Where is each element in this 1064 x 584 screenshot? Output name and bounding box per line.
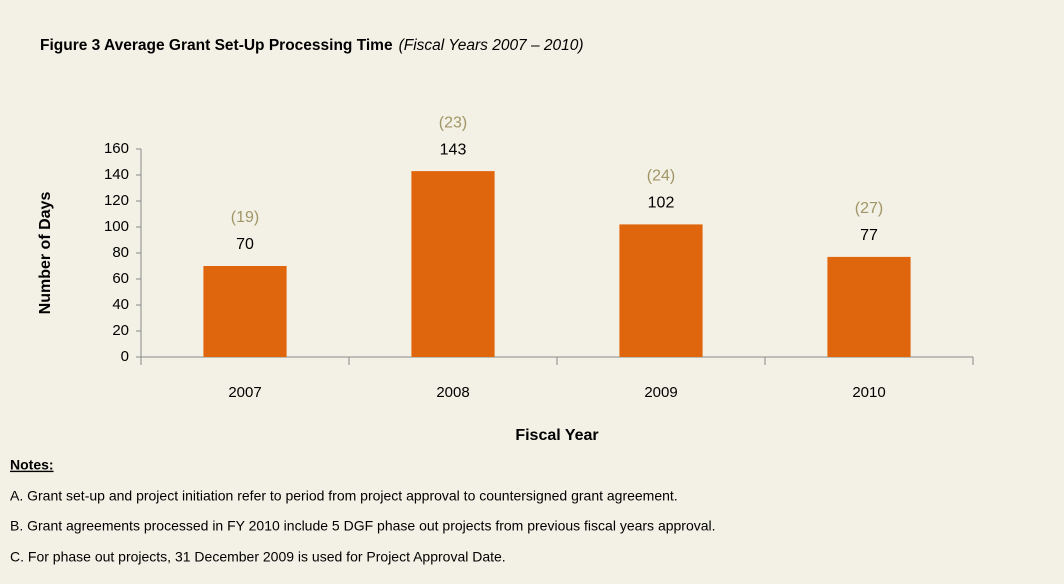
- data-label: 77: [860, 227, 878, 244]
- note: C. For phase out projects, 31 December 2…: [10, 549, 506, 565]
- y-tick-label: 20: [112, 322, 129, 339]
- subtitle-text: (Fiscal Years 2007 – 2010): [399, 37, 584, 54]
- x-tick-label: 2007: [228, 384, 261, 401]
- title-text: Figure 3 Average Grant Set-Up Processing…: [40, 37, 393, 54]
- bar: [411, 171, 495, 357]
- annotation: (27): [855, 200, 883, 217]
- y-tick-label: 40: [112, 296, 129, 313]
- x-tick-label: 2008: [436, 384, 469, 401]
- note: A. Grant set-up and project initiation r…: [10, 488, 678, 504]
- data-label: 143: [440, 141, 467, 158]
- y-tick-label: 60: [112, 270, 129, 287]
- y-axis-label: Number of Days: [37, 192, 54, 315]
- annotation: (19): [231, 209, 259, 226]
- note: B. Grant agreements processed in FY 2010…: [10, 518, 716, 534]
- y-tick-label: 120: [104, 192, 129, 209]
- x-tick-label: 2010: [852, 384, 885, 401]
- bar: [203, 266, 287, 357]
- y-tick-label: 0: [121, 348, 129, 365]
- chart-title: Figure 3 Average Grant Set-Up Processing…: [40, 37, 584, 54]
- bar: [827, 256, 911, 357]
- bar: [619, 224, 703, 357]
- data-label: 102: [648, 195, 675, 212]
- data-label: 70: [236, 236, 254, 253]
- y-tick-label: 140: [104, 166, 129, 183]
- y-tick-label: 160: [104, 140, 129, 157]
- y-tick-label: 100: [104, 218, 129, 235]
- x-tick-label: 2009: [644, 384, 677, 401]
- annotation: (24): [647, 168, 675, 185]
- annotation: (23): [439, 114, 467, 131]
- x-axis-label: Fiscal Year: [515, 427, 598, 444]
- notes-heading: Notes:: [10, 457, 54, 473]
- y-tick-label: 80: [112, 244, 129, 261]
